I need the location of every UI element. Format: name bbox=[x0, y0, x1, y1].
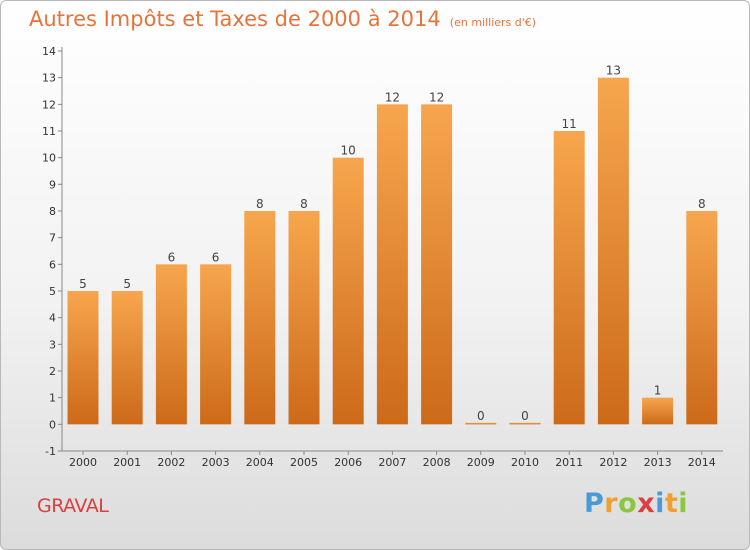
x-tick-label-2000: 2000 bbox=[69, 456, 97, 469]
value-label-2014: 8 bbox=[698, 197, 706, 211]
title-text: Autres Impôts et Taxes de 2000 à 2014 bbox=[29, 7, 441, 31]
x-tick-label-2007: 2007 bbox=[378, 456, 406, 469]
y-tick-label: 10 bbox=[42, 152, 56, 165]
unit-text: (en milliers d'€) bbox=[449, 16, 537, 29]
bar-2011 bbox=[553, 131, 585, 425]
value-labels: 5 5 6 6 8 8 10 12 12 0 0 11 13 1 8 bbox=[79, 64, 705, 423]
value-label-2010: 0 bbox=[521, 409, 529, 423]
x-tick-label-2002: 2002 bbox=[157, 456, 185, 469]
bar-2001 bbox=[111, 291, 143, 425]
logo-letter: t bbox=[664, 488, 679, 519]
y-tick-label: 8 bbox=[49, 205, 56, 218]
value-label-2006: 10 bbox=[341, 144, 356, 158]
logo-letter: x bbox=[637, 488, 656, 519]
chart-title: Autres Impôts et Taxes de 2000 à 2014 (e… bbox=[29, 7, 536, 31]
proxiti-logo[interactable]: Proxiti bbox=[584, 488, 688, 519]
y-tick-label: 4 bbox=[49, 312, 56, 325]
value-label-2007: 12 bbox=[385, 90, 400, 104]
y-tick-label: 1 bbox=[49, 392, 56, 405]
logo-letter: r bbox=[604, 488, 619, 519]
commune-name: GRAVAL bbox=[37, 495, 109, 517]
y-tick-label: 9 bbox=[49, 178, 56, 191]
bar-2002 bbox=[155, 264, 187, 425]
bar-2012 bbox=[597, 77, 629, 425]
x-tick-label-2014: 2014 bbox=[688, 456, 716, 469]
y-tick-label: 13 bbox=[42, 72, 56, 85]
x-tick-label-2006: 2006 bbox=[334, 456, 362, 469]
y-tick-label: -1 bbox=[45, 445, 56, 458]
logo-letter: i bbox=[655, 488, 665, 519]
bar-2009 bbox=[465, 422, 497, 425]
value-label-2003: 6 bbox=[212, 250, 220, 264]
bar-2008 bbox=[421, 104, 453, 425]
value-label-2008: 12 bbox=[429, 90, 444, 104]
x-tick-label-2011: 2011 bbox=[555, 456, 583, 469]
bar-2003 bbox=[200, 264, 232, 425]
x-tick-label-2003: 2003 bbox=[202, 456, 230, 469]
value-label-2011: 11 bbox=[562, 117, 577, 131]
bar-2006 bbox=[332, 157, 364, 425]
x-tick-label-2001: 2001 bbox=[113, 456, 141, 469]
y-tick-label: 11 bbox=[42, 125, 56, 138]
logo-letter: P bbox=[584, 488, 605, 519]
x-tick-label-2010: 2010 bbox=[511, 456, 539, 469]
bar-2010 bbox=[509, 422, 541, 425]
logo-letter: i bbox=[678, 488, 689, 519]
y-tick-label: 2 bbox=[49, 365, 56, 378]
value-label-2012: 13 bbox=[606, 64, 621, 78]
y-tick-label: 5 bbox=[49, 285, 56, 298]
bar-2004 bbox=[244, 211, 276, 425]
value-label-2013: 1 bbox=[654, 384, 662, 398]
y-tick-label: 14 bbox=[42, 45, 56, 58]
y-tick-label: 3 bbox=[49, 338, 56, 351]
x-tick-label-2004: 2004 bbox=[246, 456, 274, 469]
x-tick-label-2013: 2013 bbox=[644, 456, 672, 469]
value-label-2001: 5 bbox=[123, 277, 131, 291]
y-tick-label: 7 bbox=[49, 232, 56, 245]
value-label-2005: 8 bbox=[300, 197, 308, 211]
bar-2005 bbox=[288, 211, 320, 425]
bar-2014 bbox=[686, 211, 718, 425]
y-tick-label: 12 bbox=[42, 98, 56, 111]
x-tick-label-2012: 2012 bbox=[599, 456, 627, 469]
value-label-2002: 6 bbox=[168, 250, 176, 264]
x-tick-label-2005: 2005 bbox=[290, 456, 318, 469]
value-label-2009: 0 bbox=[477, 409, 485, 423]
bar-2007 bbox=[376, 104, 408, 425]
y-tick-label: 6 bbox=[49, 258, 56, 271]
x-tick-label-2009: 2009 bbox=[467, 456, 495, 469]
logo-letter: o bbox=[618, 488, 638, 519]
value-label-2000: 5 bbox=[79, 277, 87, 291]
value-label-2004: 8 bbox=[256, 197, 264, 211]
bars-layer bbox=[67, 77, 718, 425]
bar-2013 bbox=[642, 397, 674, 425]
x-tick-label-2008: 2008 bbox=[423, 456, 451, 469]
bar-2000 bbox=[67, 291, 99, 425]
y-tick-label: 0 bbox=[49, 418, 56, 431]
